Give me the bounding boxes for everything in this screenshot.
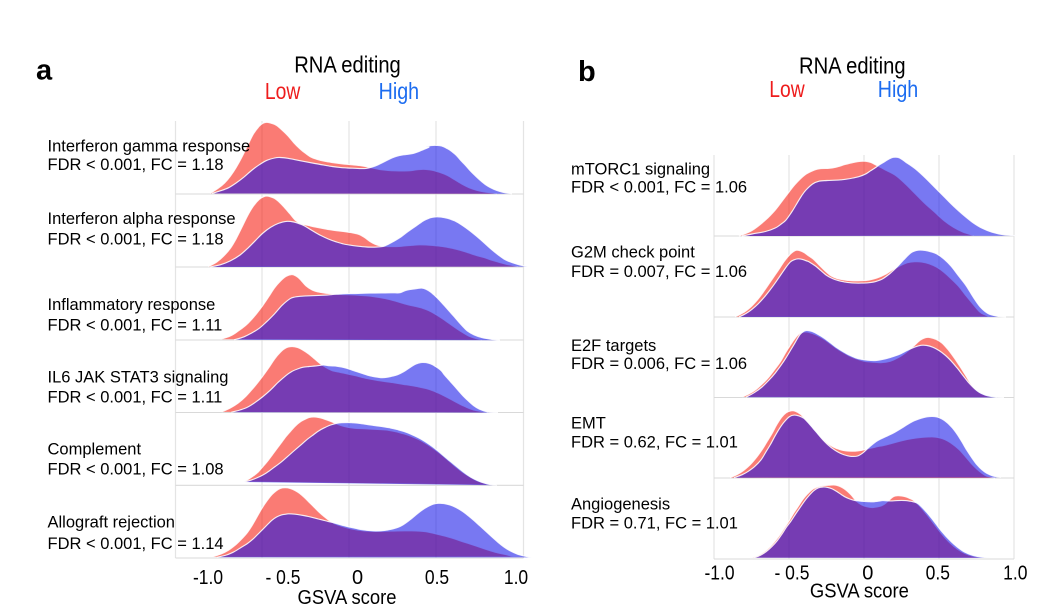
svg-text:1.0: 1.0: [504, 567, 528, 589]
svg-text:High: High: [878, 76, 919, 102]
svg-text:b: b: [578, 56, 596, 88]
svg-text:0.5: 0.5: [926, 562, 950, 584]
svg-text:FDR = 0.007, FC = 1.06: FDR = 0.007, FC = 1.06: [571, 263, 747, 281]
svg-text:FDR < 0.001, FC = 1.08: FDR < 0.001, FC = 1.08: [48, 460, 224, 478]
svg-text:FDR < 0.001, FC = 1.18: FDR < 0.001, FC = 1.18: [48, 230, 224, 248]
svg-text:EMT: EMT: [571, 414, 606, 432]
svg-text:a: a: [36, 55, 53, 87]
svg-text:1.0: 1.0: [1003, 562, 1027, 584]
svg-text:Complement: Complement: [48, 440, 142, 458]
svg-text:High: High: [379, 78, 420, 104]
svg-text:IL6 JAK STAT3 signaling: IL6 JAK STAT3 signaling: [48, 368, 229, 386]
svg-text:FDR < 0.001, FC = 1.11: FDR < 0.001, FC = 1.11: [48, 388, 223, 406]
svg-text:FDR < 0.001, FC = 1.14: FDR < 0.001, FC = 1.14: [48, 535, 224, 553]
svg-text:FDR = 0.71, FC = 1.01: FDR = 0.71, FC = 1.01: [571, 514, 738, 532]
svg-text:- 0.5: - 0.5: [775, 562, 810, 584]
svg-text:GSVA score: GSVA score: [810, 581, 909, 603]
svg-text:FDR < 0.001, FC = 1.11: FDR < 0.001, FC = 1.11: [48, 316, 223, 334]
svg-text:mTORC1 signaling: mTORC1 signaling: [571, 160, 710, 178]
svg-text:FDR = 0.006, FC = 1.06: FDR = 0.006, FC = 1.06: [571, 355, 747, 373]
svg-text:RNA editing: RNA editing: [799, 53, 906, 79]
svg-text:Low: Low: [265, 78, 301, 104]
svg-text:FDR = 0.62, FC = 1.01: FDR = 0.62, FC = 1.01: [571, 433, 738, 451]
svg-text:Interferon alpha response: Interferon alpha response: [48, 210, 236, 228]
svg-text:Allograft rejection: Allograft rejection: [48, 513, 175, 531]
svg-text:RNA editing: RNA editing: [294, 52, 401, 78]
svg-text:Inflammatory response: Inflammatory response: [48, 296, 216, 314]
svg-text:-1.0: -1.0: [193, 567, 223, 589]
svg-text:Interferon gamma response: Interferon gamma response: [48, 137, 251, 155]
svg-text:- 0.5: - 0.5: [266, 567, 301, 589]
svg-text:E2F targets: E2F targets: [571, 337, 656, 355]
svg-text:0.5: 0.5: [425, 567, 449, 589]
svg-text:0: 0: [352, 567, 363, 589]
svg-text:Low: Low: [769, 76, 805, 102]
svg-text:Angiogenesis: Angiogenesis: [571, 495, 670, 513]
svg-text:GSVA score: GSVA score: [298, 587, 397, 609]
svg-text:FDR < 0.001, FC = 1.18: FDR < 0.001, FC = 1.18: [48, 156, 224, 174]
svg-text:-1.0: -1.0: [705, 562, 735, 584]
svg-text:0: 0: [862, 562, 873, 584]
svg-text:FDR < 0.001, FC = 1.06: FDR < 0.001, FC = 1.06: [571, 178, 747, 196]
svg-text:G2M check point: G2M check point: [571, 243, 695, 261]
